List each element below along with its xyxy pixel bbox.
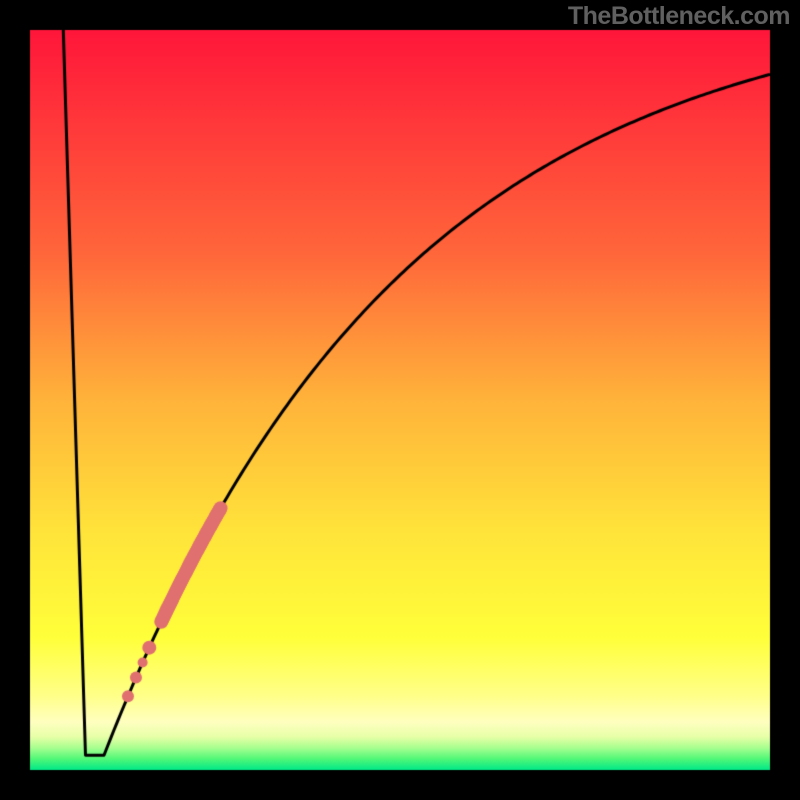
chart-container: { "watermark": "TheBottleneck.com", "cha… xyxy=(0,0,800,800)
watermark-text: TheBottleneck.com xyxy=(568,0,790,32)
bottleneck-chart-canvas xyxy=(0,0,800,800)
